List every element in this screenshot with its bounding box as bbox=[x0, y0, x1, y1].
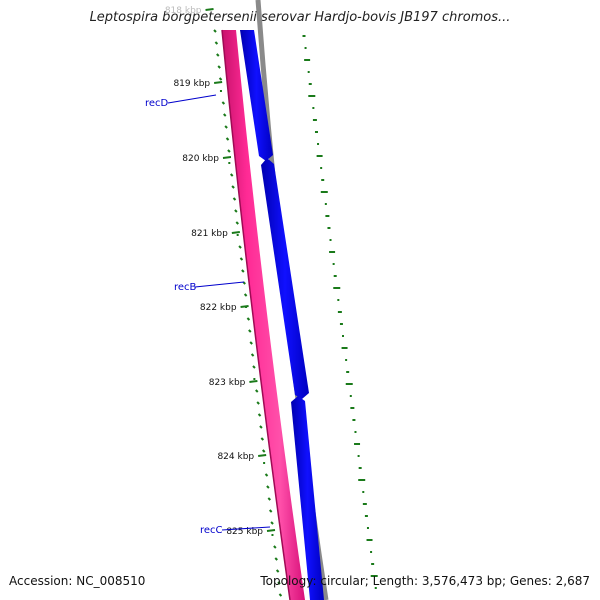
tick-mark bbox=[218, 77, 223, 81]
tick-mark bbox=[250, 353, 255, 357]
gene-arrow-recC[interactable] bbox=[291, 396, 324, 600]
pink-track bbox=[222, 30, 305, 600]
tick-mark bbox=[223, 113, 227, 117]
major-tick bbox=[231, 231, 240, 234]
tick-mark bbox=[241, 269, 245, 273]
major-tick bbox=[222, 156, 232, 159]
tick-mark bbox=[273, 545, 277, 549]
tick-mark bbox=[216, 53, 220, 57]
tick-mark bbox=[225, 137, 230, 141]
tick-label: 822 kbp bbox=[200, 303, 237, 313]
tick-mark bbox=[229, 173, 234, 177]
tick-mark bbox=[274, 557, 278, 561]
tick-mark bbox=[270, 521, 274, 525]
major-tick bbox=[240, 305, 249, 308]
tick-mark bbox=[266, 485, 270, 489]
major-tick bbox=[249, 380, 258, 383]
tick-mark bbox=[243, 293, 248, 297]
gene-label-recB[interactable]: recB bbox=[174, 282, 197, 293]
pink-track-edge bbox=[221, 29, 291, 600]
tick-labels: 818 kbp 819 kbp 820 kbp 821 kbp 822 kbp 823 k… bbox=[165, 6, 263, 537]
tick-label: 818 kbp bbox=[165, 6, 202, 16]
tick-mark bbox=[267, 497, 271, 501]
gene-leader-line bbox=[221, 526, 271, 531]
gene-label-recD[interactable]: recD bbox=[145, 98, 169, 109]
tick-mark bbox=[275, 569, 280, 573]
tick-mark bbox=[231, 185, 235, 189]
tick-mark bbox=[217, 65, 221, 69]
major-tick bbox=[266, 529, 276, 532]
tick-marks bbox=[205, 8, 283, 597]
tick-mark bbox=[235, 221, 239, 225]
gene-labels: recD recB recC bbox=[145, 94, 271, 536]
tick-mark bbox=[246, 317, 251, 321]
gene-arrow-recD[interactable] bbox=[240, 30, 273, 161]
gene-arrow-recB[interactable] bbox=[261, 158, 309, 399]
tick-mark bbox=[214, 41, 219, 45]
tick-mark bbox=[224, 125, 228, 129]
tick-mark bbox=[249, 341, 253, 345]
tick-label: 821 kbp bbox=[191, 229, 228, 239]
tick-label: 823 kbp bbox=[209, 378, 246, 388]
tick-mark bbox=[221, 101, 226, 105]
tick-mark bbox=[213, 29, 217, 33]
tick-mark bbox=[260, 437, 265, 441]
tick-mark bbox=[262, 449, 266, 453]
gene-leader-line bbox=[194, 281, 245, 288]
tick-mark bbox=[256, 401, 260, 405]
gene-leader-line bbox=[167, 94, 217, 104]
accession-text: Accession: NC_008510 bbox=[9, 574, 146, 588]
tick-label: 819 kbp bbox=[173, 79, 210, 89]
tick-mark bbox=[255, 389, 259, 393]
tick-mark bbox=[259, 425, 263, 429]
tick-mark bbox=[227, 149, 231, 153]
tick-mark bbox=[232, 197, 237, 201]
tick-mark bbox=[277, 581, 281, 585]
tick-label: 825 kbp bbox=[226, 527, 263, 537]
tick-label: 820 kbp bbox=[182, 154, 219, 164]
gc-content-track bbox=[302, 35, 378, 589]
tick-mark bbox=[278, 593, 283, 597]
tick-mark bbox=[248, 329, 252, 333]
gene-label-recC[interactable]: recC bbox=[200, 525, 223, 536]
tick-mark bbox=[239, 257, 244, 261]
tick-mark bbox=[264, 473, 269, 477]
tick-label: 824 kbp bbox=[217, 452, 254, 462]
major-tick bbox=[258, 454, 267, 457]
map-title: Leptospira borgpetersenii serovar Hardjo… bbox=[89, 10, 511, 25]
major-tick bbox=[205, 8, 214, 11]
topology-summary: Topology: circular; Length: 3,576,473 bp… bbox=[260, 574, 590, 588]
tick-mark bbox=[238, 245, 242, 249]
tick-mark bbox=[252, 365, 256, 369]
major-tick bbox=[214, 81, 223, 84]
tick-mark bbox=[257, 413, 262, 417]
tick-mark bbox=[268, 509, 273, 513]
tick-mark bbox=[234, 209, 238, 213]
